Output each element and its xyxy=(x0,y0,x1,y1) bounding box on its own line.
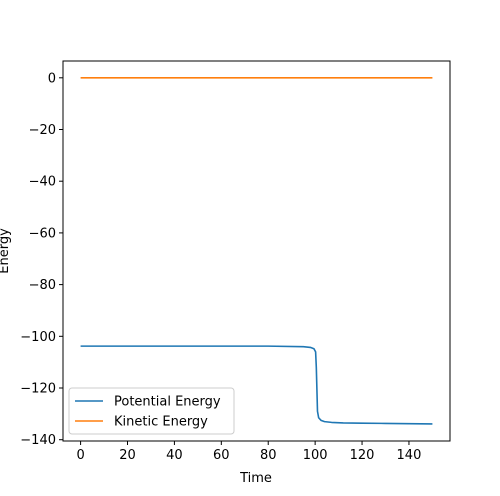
y-tick-label: −60 xyxy=(29,226,56,241)
legend-box xyxy=(68,387,235,435)
x-tick-label: 80 xyxy=(260,448,277,463)
x-tick-label: 100 xyxy=(303,448,328,463)
x-tick-label: 20 xyxy=(119,448,136,463)
y-tick-label: −20 xyxy=(29,123,56,138)
legend-label-potential-energy: Potential Energy xyxy=(114,395,221,410)
x-tick-label: 140 xyxy=(397,448,422,463)
plot-area xyxy=(63,61,450,441)
x-tick-label: 0 xyxy=(76,448,84,463)
x-tick-label: 40 xyxy=(166,448,183,463)
x-axis-label: Time xyxy=(239,471,272,486)
y-tick-label: −120 xyxy=(20,382,56,397)
series-line-potential-energy xyxy=(80,345,433,425)
y-tick-label: 0 xyxy=(48,71,56,86)
x-tick-label: 60 xyxy=(213,448,230,463)
y-tick-label: −40 xyxy=(29,175,56,190)
y-tick-label: −140 xyxy=(20,433,56,448)
y-axis-label: Energy xyxy=(0,228,12,274)
plot-frame xyxy=(62,60,451,442)
y-tick-label: −80 xyxy=(29,278,56,293)
y-tick-label: −100 xyxy=(20,330,56,345)
legend-label-kinetic-energy: Kinetic Energy xyxy=(114,415,208,430)
legend: Potential Energy Kinetic Energy xyxy=(68,387,235,435)
x-tick-label: 120 xyxy=(350,448,375,463)
